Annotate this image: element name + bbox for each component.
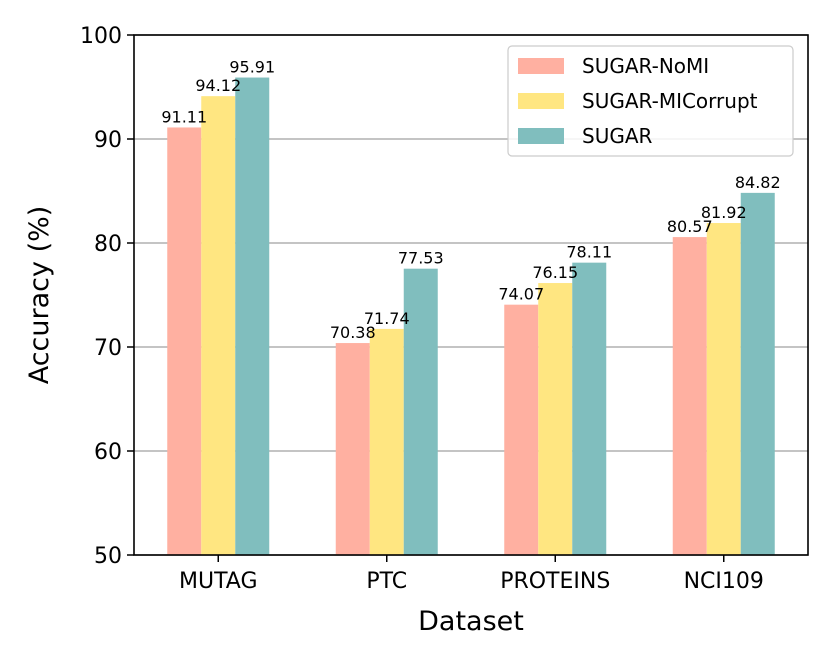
legend: SUGAR-NoMI SUGAR-MICorrupt SUGAR (507, 45, 794, 157)
y-tick-label: 90 (94, 128, 122, 153)
bar (235, 77, 270, 555)
bar (335, 343, 370, 555)
bar (706, 223, 741, 556)
y-tick-label: 70 (94, 336, 122, 361)
bars (167, 77, 775, 556)
bar (504, 304, 539, 555)
plot-frame (133, 34, 809, 556)
y-tick-label: 60 (94, 440, 122, 465)
bar-value-label: 80.57 (667, 217, 713, 236)
x-axis-label: Dataset (418, 606, 524, 637)
bar-value-label: 78.11 (566, 243, 612, 262)
y-tick-label: 100 (80, 24, 122, 49)
bar-value-label: 70.38 (330, 323, 376, 342)
bar (538, 283, 573, 555)
bar-value-label: 81.92 (701, 203, 747, 222)
y-axis-ticks: 50 60 70 80 90 100 (80, 24, 134, 569)
bar-value-label: 94.12 (195, 76, 241, 95)
x-tick-label: NCI109 (684, 569, 764, 594)
bar-value-label: 76.15 (532, 263, 578, 282)
bar (740, 192, 775, 555)
bar (672, 237, 707, 555)
bar-value-label: 91.11 (161, 107, 207, 126)
legend-label: SUGAR (582, 124, 653, 148)
data-labels: 91.11 70.38 74.07 80.57 94.12 71.74 76.15 81.92… (161, 58, 780, 343)
bar-value-label: 74.07 (498, 285, 544, 304)
x-axis-ticks: MUTAG PTC PROTEINS NCI109 (179, 555, 764, 594)
bar-value-label: 77.53 (398, 249, 444, 268)
bar (167, 127, 202, 556)
y-axis-label: Accuracy (%) (24, 206, 55, 385)
bar (369, 328, 404, 555)
x-tick-label: PTC (366, 569, 407, 594)
legend-label: SUGAR-NoMI (582, 54, 709, 78)
legend-frame (507, 45, 794, 157)
bar-value-label: 84.82 (735, 173, 781, 192)
legend-label: SUGAR-MICorrupt (582, 89, 758, 113)
bar (572, 262, 607, 555)
y-tick-label: 50 (94, 544, 122, 569)
legend-swatch (518, 93, 564, 109)
legend-swatch (518, 128, 564, 144)
bar (403, 268, 438, 555)
bar (201, 96, 236, 555)
x-tick-label: MUTAG (179, 569, 258, 594)
bar-value-label: 95.91 (229, 58, 275, 77)
x-tick-label: PROTEINS (500, 569, 610, 594)
legend-swatch (518, 58, 564, 74)
y-tick-label: 80 (94, 232, 122, 257)
bar-value-label: 71.74 (364, 309, 410, 328)
